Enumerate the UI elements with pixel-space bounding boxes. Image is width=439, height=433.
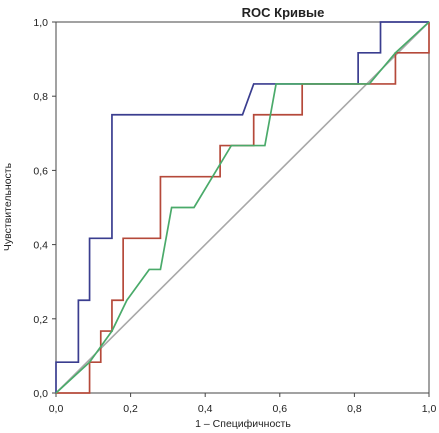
axis-ticks: 0,0 0,2 0,4 0,6 0,8 1,0 0,0 0,2 0,4 0,6 0,8 1,0 — [33, 17, 436, 415]
x-tick-label: 1,0 — [422, 403, 437, 415]
x-axis-label: 1 – Специфичность — [195, 418, 291, 430]
series-lines — [55, 21, 430, 394]
x-tick-label: 0,4 — [198, 403, 213, 415]
series-line-2 — [56, 22, 430, 394]
y-tick-label: 1,0 — [33, 17, 48, 29]
x-tick-label: 0,2 — [123, 403, 138, 415]
series-line-3 — [55, 21, 430, 394]
y-tick-label: 0,4 — [33, 240, 48, 252]
y-tick-label: 0,2 — [33, 314, 48, 326]
y-tick-label: 0,0 — [33, 388, 48, 400]
y-tick-label: 0,6 — [33, 165, 48, 177]
x-tick-label: 0,0 — [49, 403, 64, 415]
series-line-1 — [55, 21, 429, 393]
y-axis-label: Чувствительность — [2, 162, 14, 251]
y-tick-label: 0,8 — [33, 91, 48, 103]
x-tick-label: 0,6 — [272, 403, 287, 415]
chart-title: ROC Кривые — [242, 5, 325, 20]
x-tick-label: 0,8 — [347, 403, 362, 415]
